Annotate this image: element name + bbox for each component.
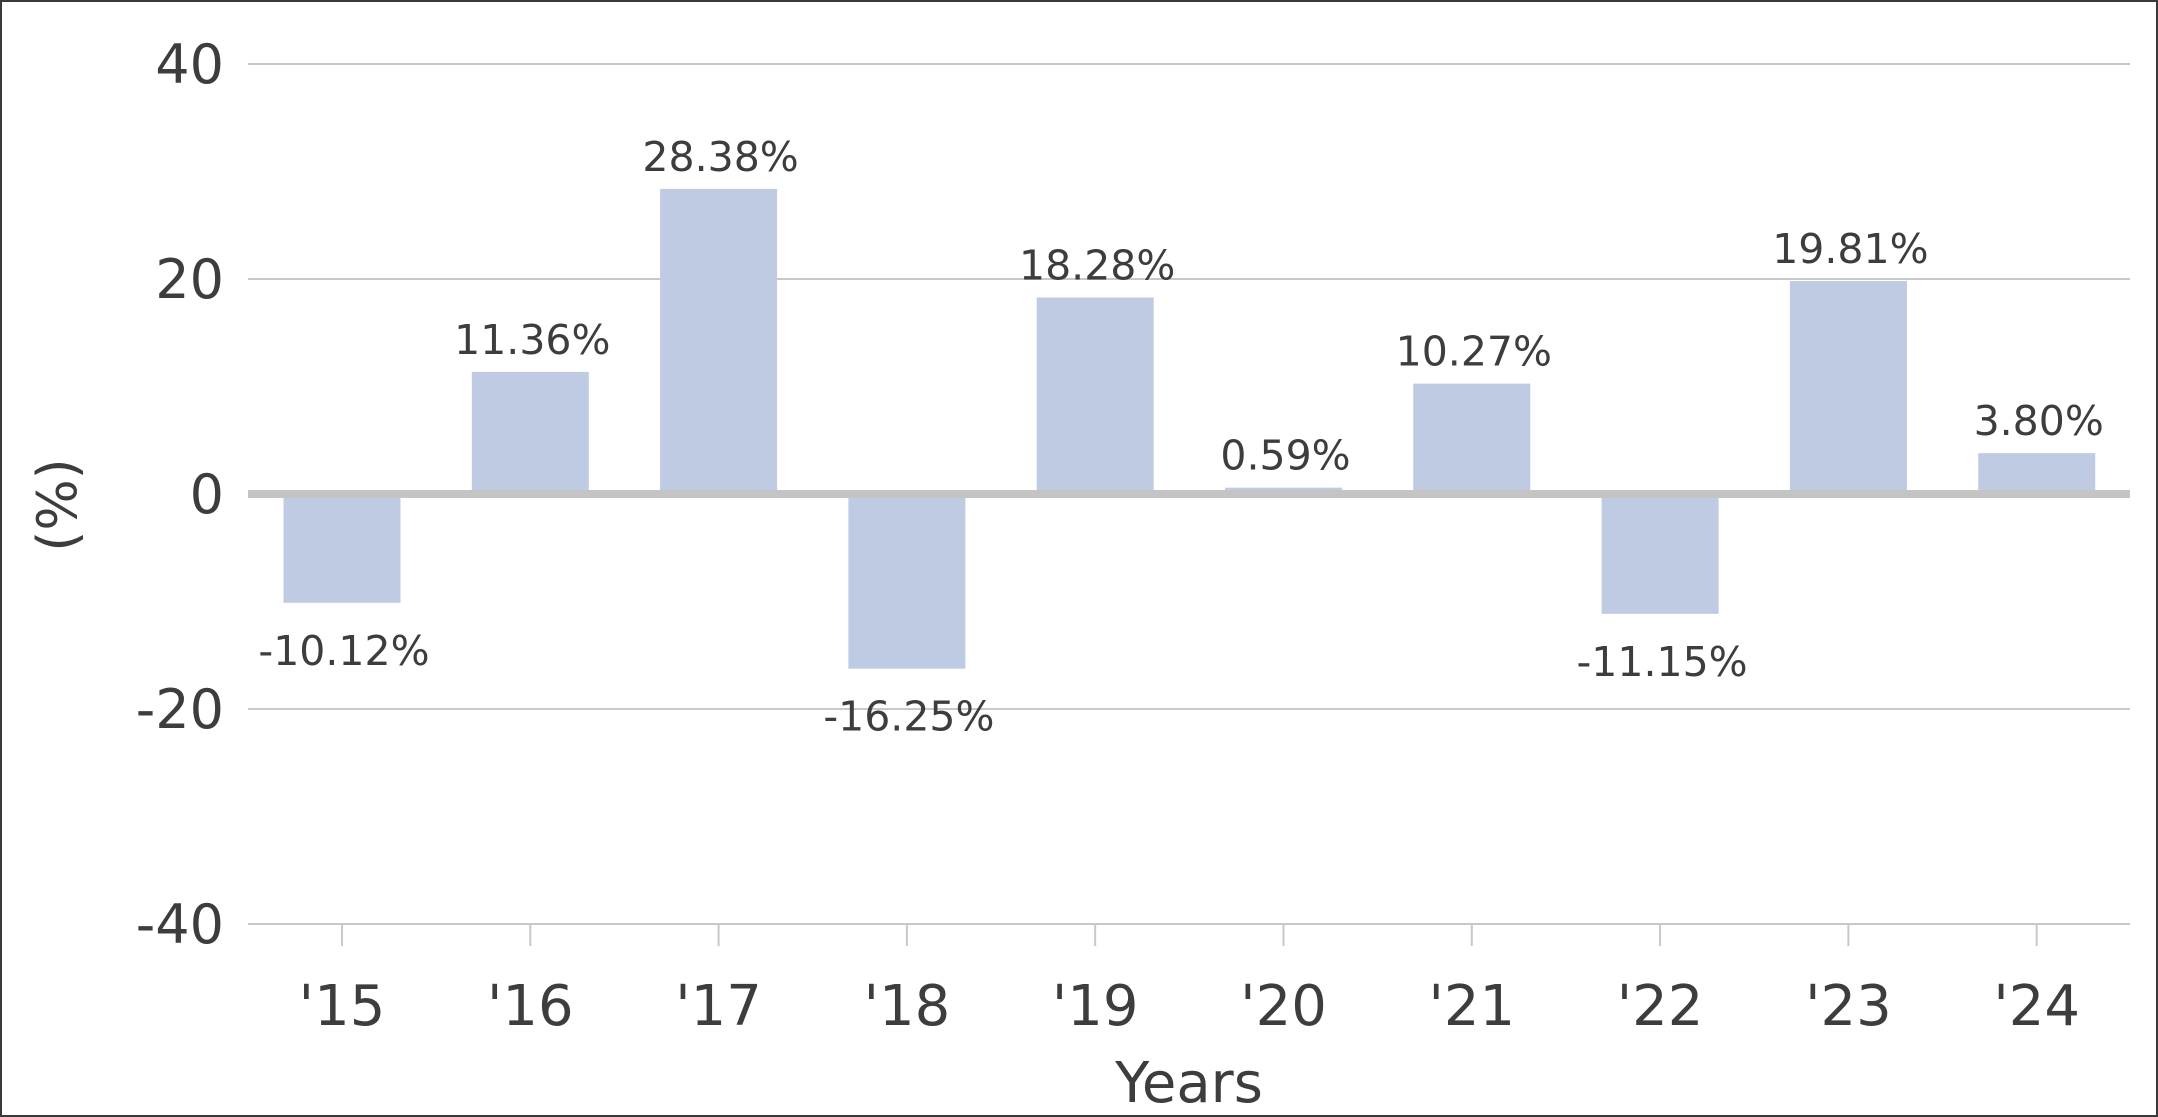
y-tick-label: 20 (155, 248, 224, 311)
x-tick-label: '18 (864, 974, 951, 1039)
bar (660, 188, 778, 495)
y-tick-label: 40 (155, 33, 224, 96)
x-tick-label: '17 (675, 974, 762, 1039)
bar (1978, 453, 2096, 494)
data-label: -11.15% (1577, 638, 1748, 686)
x-tick-label: '20 (1240, 974, 1327, 1039)
data-label: 10.27% (1396, 328, 1552, 376)
bar (1601, 494, 1719, 614)
grid-layer (248, 63, 2130, 925)
x-tick-label: '23 (1805, 974, 1892, 1039)
data-label: -10.12% (258, 627, 429, 675)
y-tick-label: 0 (190, 463, 224, 526)
data-label: 0.59% (1220, 432, 1350, 480)
bar (471, 371, 589, 494)
tick-layer: 40 20 0 -20 -40 '15 '16 '17 '18 '19 '20 '21 '22 '23 '2… (136, 33, 2080, 1039)
data-label: 3.80% (1974, 397, 2104, 445)
data-label: -16.25% (823, 693, 994, 741)
x-tick-label: '21 (1428, 974, 1515, 1039)
bar (283, 494, 401, 603)
bar (848, 494, 966, 669)
data-label: 19.81% (1772, 225, 1928, 273)
x-tick-label: '22 (1617, 974, 1704, 1039)
bar (1789, 281, 1907, 494)
y-tick-label: -20 (136, 678, 224, 741)
data-label: 11.36% (454, 316, 610, 364)
y-axis-title: (%) (26, 458, 89, 551)
x-axis-title: Years (1114, 1051, 1263, 1115)
bar (1036, 297, 1154, 494)
label-layer: -10.12% 11.36% 28.38% -16.25% 18.28% 0.59% 10.… (258, 133, 2103, 741)
x-tick-label: '16 (487, 974, 574, 1039)
y-tick-label: -40 (136, 893, 224, 956)
data-label: 28.38% (642, 133, 798, 181)
x-tick-label: '15 (299, 974, 386, 1039)
data-label: 18.28% (1019, 241, 1175, 289)
x-tick-label: '19 (1052, 974, 1139, 1039)
x-tick-label: '24 (1993, 974, 2080, 1039)
bar (1413, 383, 1531, 494)
bar-layer (283, 188, 2096, 669)
